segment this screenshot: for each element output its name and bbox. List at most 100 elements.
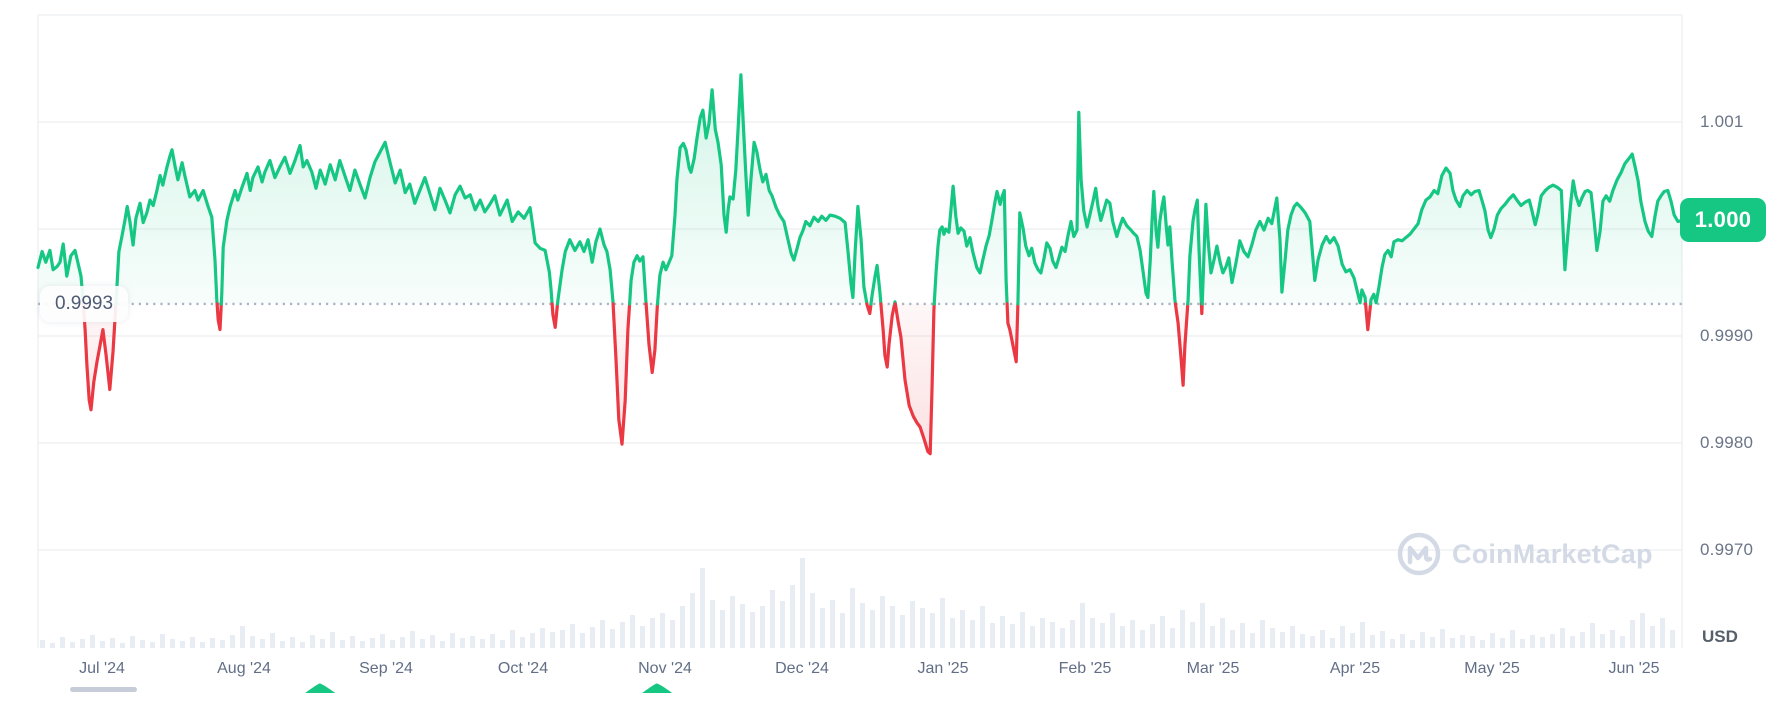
volume-bar	[1660, 618, 1665, 648]
price-area-above-baseline	[1370, 154, 1682, 304]
volume-bar	[330, 632, 335, 648]
volume-bar	[1190, 622, 1195, 648]
volume-bar	[1350, 633, 1355, 648]
volume-bar	[1470, 636, 1475, 648]
volume-bar	[210, 638, 215, 648]
timeline-scrollbar-thumb[interactable]	[70, 687, 137, 692]
volume-bar	[1220, 618, 1225, 648]
volume-bar	[800, 558, 805, 648]
volume-bar	[870, 610, 875, 648]
volume-bar	[490, 634, 495, 648]
volume-bar	[260, 639, 265, 648]
price-line-down-segment	[550, 302, 560, 329]
volume-bar	[860, 603, 865, 648]
event-marker-triangle[interactable]	[642, 683, 673, 694]
volume-bar	[280, 641, 285, 648]
volume-bar	[1390, 639, 1395, 648]
volume-bar	[770, 590, 775, 648]
volume-bar	[1110, 613, 1115, 648]
price-line-up-segment	[555, 227, 615, 306]
volume-bar	[1070, 620, 1075, 648]
volume-bar	[850, 588, 855, 648]
volume-bar	[1060, 628, 1065, 648]
volume-bar	[1140, 630, 1145, 648]
volume-bar	[1510, 630, 1515, 648]
volume-bar	[1360, 622, 1365, 648]
volume-bar	[60, 637, 65, 648]
price-line-down-segment	[1363, 302, 1373, 332]
volume-bar	[580, 633, 585, 648]
volume-bar	[1670, 630, 1675, 648]
volume-bar	[170, 639, 175, 648]
event-marker-triangle[interactable]	[305, 683, 336, 694]
volume-bar	[270, 633, 275, 648]
price-line-up-segment	[114, 148, 219, 306]
x-axis-month-label: May '25	[1464, 660, 1520, 677]
volume-bar	[1280, 632, 1285, 648]
price-area-below-baseline	[613, 303, 630, 445]
volume-bar	[990, 623, 995, 648]
volume-bar	[940, 598, 945, 648]
volume-bar	[40, 640, 45, 648]
volume-bar	[660, 613, 665, 648]
price-line-up-segment	[1016, 110, 1178, 306]
coinmarketcap-watermark[interactable]: CoinMarketCap	[1396, 528, 1656, 580]
volume-bar	[50, 643, 55, 648]
volume-bar	[1050, 622, 1055, 648]
volume-bar	[140, 640, 145, 648]
volume-bar	[450, 633, 455, 648]
volume-bar	[1570, 636, 1575, 648]
x-axis-month-label: Sep '24	[359, 660, 413, 677]
volume-bar	[190, 637, 195, 648]
last-price-badge: 1.000	[1680, 198, 1766, 242]
volume-bar	[390, 640, 395, 648]
volume-bar	[630, 615, 635, 648]
volume-bar	[100, 641, 105, 648]
x-axis-month-label: Jul '24	[79, 660, 125, 677]
volume-bar	[530, 633, 535, 648]
price-line-down-segment	[215, 302, 223, 332]
price-line-up-segment	[36, 242, 85, 306]
volume-bar	[380, 634, 385, 648]
volume-bar	[1550, 634, 1555, 648]
volume-bar	[830, 600, 835, 648]
volume-bar	[520, 637, 525, 648]
volume-bar	[540, 628, 545, 648]
volume-bar	[370, 638, 375, 648]
volume-bar	[1340, 626, 1345, 648]
volume-bar	[550, 632, 555, 648]
y-axis-tick-label: 0.9980	[1700, 433, 1754, 452]
volume-bar	[510, 630, 515, 648]
volume-bar	[930, 613, 935, 648]
volume-bar	[90, 635, 95, 648]
price-area-above-baseline	[657, 74, 867, 304]
volume-bar	[220, 640, 225, 648]
volume-bar	[1100, 623, 1105, 648]
y-axis-tick-label: 1.001	[1700, 112, 1744, 131]
price-line-down-segment	[1005, 302, 1020, 364]
volume-bar	[670, 620, 675, 648]
volume-bar	[970, 620, 975, 648]
volume-bar	[620, 622, 625, 648]
volume-bar	[160, 634, 165, 648]
volume-bar	[840, 613, 845, 648]
volume-bar	[460, 638, 465, 648]
volume-bar	[790, 585, 795, 648]
volume-bar	[1540, 637, 1545, 648]
volume-bar	[1250, 633, 1255, 648]
volume-bar	[1300, 634, 1305, 648]
volume-bar	[1490, 633, 1495, 648]
currency-unit-label: USD	[1702, 627, 1738, 646]
x-axis-month-label: Dec '24	[775, 660, 829, 677]
price-line-up-segment	[932, 184, 1009, 306]
volume-bar	[300, 642, 305, 648]
volume-bar	[1120, 626, 1125, 648]
volume-bar	[1040, 618, 1045, 648]
price-line-down-segment	[865, 302, 873, 316]
volume-bar	[180, 641, 185, 648]
volume-bar	[820, 608, 825, 648]
volume-bar	[1580, 632, 1585, 648]
volume-bar	[740, 604, 745, 648]
